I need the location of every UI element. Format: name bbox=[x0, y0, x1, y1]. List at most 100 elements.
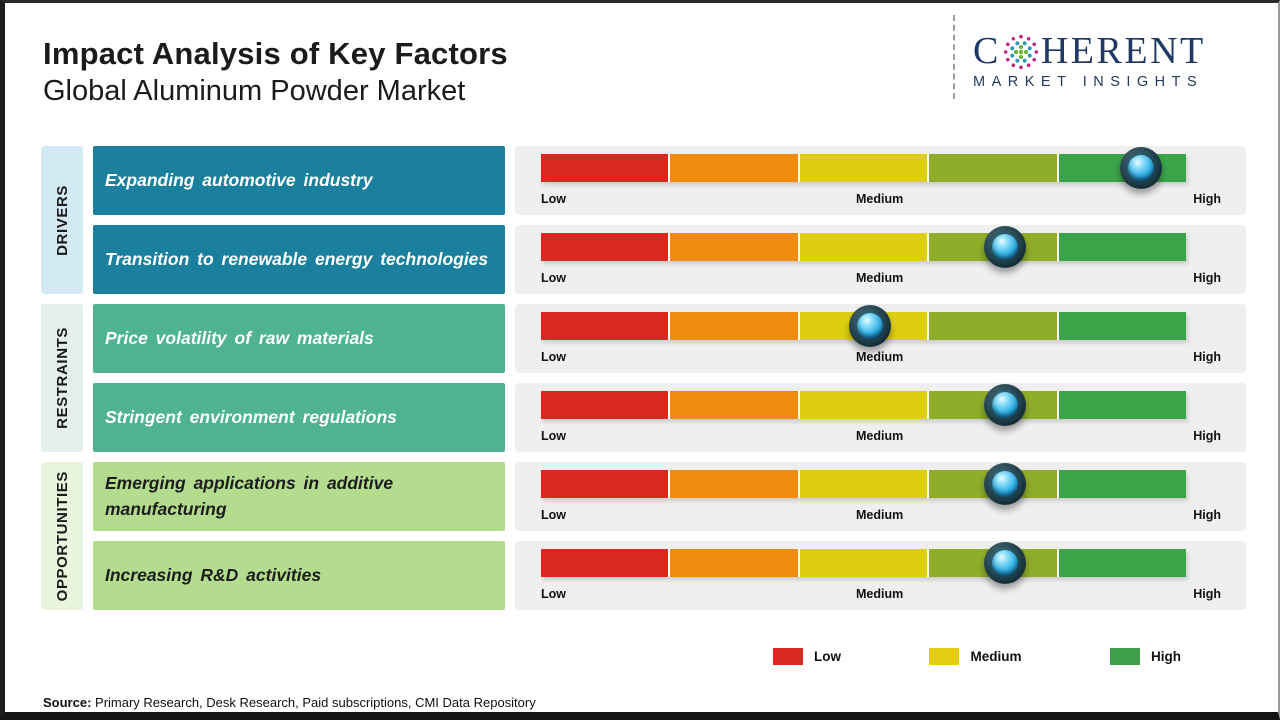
scale-label-medium: Medium bbox=[855, 587, 904, 601]
scale-segment-low bbox=[541, 154, 669, 182]
group-label-drivers: DRIVERS bbox=[53, 184, 71, 256]
factor-label: Stringent environment regulations bbox=[105, 406, 397, 427]
scale-label-low: Low bbox=[541, 192, 566, 206]
scale-segment-medium bbox=[799, 470, 928, 498]
header: Impact Analysis of Key Factors Global Al… bbox=[43, 35, 508, 110]
group-label-opportunities: OPPORTUNITIES bbox=[53, 470, 71, 602]
scale-labels: Low Medium High bbox=[541, 271, 1221, 285]
scale-segment-high bbox=[1058, 470, 1187, 498]
scale-segment-low-medium bbox=[670, 154, 798, 182]
scale-segment-medium bbox=[799, 154, 928, 182]
scale-label-medium: Medium bbox=[855, 429, 904, 443]
scale-segment-low bbox=[541, 312, 669, 340]
group-strip-restraints: RESTRAINTS bbox=[41, 304, 83, 452]
scale-segment-low bbox=[541, 549, 669, 577]
impact-scale-panel: Low Medium High bbox=[515, 462, 1246, 531]
scale-segment-medium bbox=[799, 233, 928, 261]
factor-card: Transition to renewable energy technolog… bbox=[93, 225, 505, 294]
factor-label: Emerging applications in additive manufa… bbox=[105, 473, 394, 519]
group-strip-drivers: DRIVERS bbox=[41, 146, 83, 294]
impact-scale-panel: Low Medium High bbox=[515, 225, 1246, 294]
company-logo: C HERENT MARKET IN bbox=[973, 31, 1268, 90]
factor-label: Increasing R&D activities bbox=[105, 564, 322, 585]
source-label: Source: bbox=[43, 695, 92, 710]
impact-scale bbox=[541, 384, 1187, 426]
scale-label-high: High bbox=[1193, 429, 1221, 443]
scale-label-medium: Medium bbox=[855, 508, 904, 522]
impact-marker bbox=[984, 463, 1027, 505]
scale-segment-medium bbox=[799, 391, 928, 419]
scale-label-high: High bbox=[1193, 271, 1221, 285]
group-label-restraints: RESTRAINTS bbox=[53, 327, 71, 429]
factor-card: Stringent environment regulations bbox=[93, 383, 505, 452]
legend-swatch-low bbox=[773, 648, 803, 665]
scale-labels: Low Medium High bbox=[541, 192, 1221, 206]
page-title: Impact Analysis of Key Factors bbox=[43, 36, 508, 71]
factor-card: Expanding automotive industry bbox=[93, 146, 505, 215]
factor-label: Price volatility of raw materials bbox=[105, 327, 374, 348]
scale-label-low: Low bbox=[541, 508, 566, 522]
scale-segment-high bbox=[1058, 233, 1187, 261]
scale-segment-low-medium bbox=[670, 470, 798, 498]
impact-scale bbox=[541, 542, 1187, 584]
scale-label-low: Low bbox=[541, 271, 566, 285]
factor-label: Expanding automotive industry bbox=[105, 169, 373, 190]
brand-subtext: MARKET INSIGHTS bbox=[973, 74, 1204, 90]
impact-scale bbox=[541, 226, 1187, 268]
scale-label-high: High bbox=[1193, 192, 1221, 206]
scale-label-medium: Medium bbox=[855, 192, 904, 206]
scale-segment-low-medium bbox=[670, 391, 798, 419]
legend-swatch-medium bbox=[929, 648, 960, 665]
scale-labels: Low Medium High bbox=[541, 429, 1221, 443]
impact-scale bbox=[541, 463, 1187, 505]
scale-labels: Low Medium High bbox=[541, 587, 1221, 601]
source-line: Source: Primary Research, Desk Research,… bbox=[43, 695, 536, 710]
impact-marker bbox=[984, 384, 1027, 426]
scale-label-low: Low bbox=[541, 350, 566, 364]
factor-label: Transition to renewable energy technolog… bbox=[105, 248, 489, 269]
scale-label-low: Low bbox=[541, 587, 566, 601]
scale-segment-high bbox=[1058, 312, 1187, 340]
impact-marker bbox=[1119, 147, 1162, 189]
scale-labels: Low Medium High bbox=[541, 350, 1221, 364]
impact-scale-panel: Low Medium High bbox=[515, 383, 1246, 452]
impact-marker bbox=[984, 542, 1027, 584]
scale-segment-medium-high bbox=[929, 312, 1057, 340]
legend-label-medium: Medium bbox=[970, 649, 1022, 664]
impact-matrix: DRIVERS RESTRAINTS OPPORTUNITIES Expandi… bbox=[41, 146, 1246, 610]
source-text: Primary Research, Desk Research, Paid su… bbox=[91, 695, 536, 710]
scale-segment-high bbox=[1058, 549, 1187, 577]
scale-label-medium: Medium bbox=[855, 350, 904, 364]
scale-segment-low-medium bbox=[670, 312, 798, 340]
scale-segment-low bbox=[541, 233, 669, 261]
scale-label-high: High bbox=[1193, 587, 1221, 601]
impact-scale bbox=[541, 147, 1187, 189]
legend: Low Medium High bbox=[773, 648, 1181, 665]
brand-letters-rest: HERENT bbox=[1040, 30, 1206, 72]
scale-label-high: High bbox=[1193, 508, 1221, 522]
scale-segment-medium bbox=[799, 549, 928, 577]
impact-scale-panel: Low Medium High bbox=[515, 304, 1246, 373]
page-subtitle: Global Aluminum Powder Market bbox=[43, 75, 466, 107]
factor-card: Price volatility of raw materials bbox=[93, 304, 505, 373]
logo-globe-icon bbox=[1003, 34, 1038, 70]
factor-card: Increasing R&D activities bbox=[93, 541, 505, 610]
logo-divider bbox=[953, 15, 955, 99]
impact-marker bbox=[848, 305, 891, 347]
group-strip-opportunities: OPPORTUNITIES bbox=[41, 462, 83, 610]
factor-card: Emerging applications in additive manufa… bbox=[93, 462, 505, 531]
scale-segment-low-medium bbox=[670, 549, 798, 577]
legend-label-low: Low bbox=[814, 649, 841, 664]
impact-marker bbox=[984, 226, 1027, 268]
legend-swatch-high bbox=[1109, 648, 1140, 665]
scale-label-low: Low bbox=[541, 429, 566, 443]
scale-segment-high bbox=[1058, 391, 1187, 419]
impact-scale-panel: Low Medium High bbox=[515, 146, 1246, 215]
impact-scale-panel: Low Medium High bbox=[515, 541, 1246, 610]
legend-item-high: High bbox=[1109, 648, 1181, 665]
brand-letter-c: C bbox=[973, 30, 1001, 72]
scale-segment-low bbox=[541, 391, 669, 419]
scale-segment-low-medium bbox=[670, 233, 798, 261]
scale-segment-medium-high bbox=[929, 154, 1057, 182]
